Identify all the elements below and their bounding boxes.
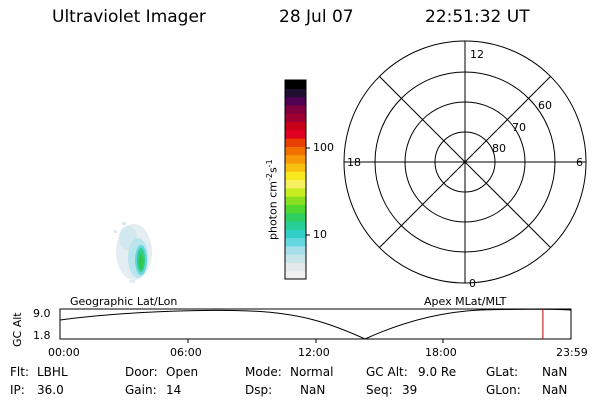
mlt-label-12: 12 — [470, 48, 484, 61]
lat-circle-50 — [343, 40, 587, 284]
door-label: Door: — [125, 365, 158, 379]
seq-value: 39 — [402, 383, 418, 397]
colorbar-cell — [285, 196, 306, 205]
mlt-label-18: 18 — [347, 156, 361, 169]
colorbar-cell — [285, 154, 306, 164]
colorbar-unit-label: photon cm-2s-1 — [265, 159, 280, 240]
colorbar-cell — [285, 171, 306, 181]
colorbar-cell — [285, 80, 306, 89]
colorbar-tick-label-10: 10 — [313, 228, 327, 241]
timeline-ytick-bottom: 1.8 — [33, 329, 51, 342]
gain-value: 14 — [166, 383, 182, 397]
colorbar-frame — [284, 79, 307, 280]
colorbar-cell — [285, 129, 306, 139]
timeline-frame — [59, 308, 572, 340]
mode-label: Mode: — [245, 365, 282, 379]
mlt-line-diag-1 — [379, 76, 551, 248]
colorbar-cell — [285, 245, 306, 255]
colorbar-cell — [285, 220, 306, 230]
glat-label: GLat: — [486, 365, 519, 379]
altitude-curve — [59, 308, 572, 340]
seq-label: Seq: — [366, 383, 393, 397]
gain-label: Gain: — [125, 383, 157, 397]
door-value: Open — [166, 365, 199, 379]
timeline-xtick-label-1800: 18:00 — [425, 346, 457, 359]
colorbar-cell — [285, 162, 306, 172]
colorbar-cell — [285, 254, 306, 264]
colorbar-cell — [285, 187, 306, 197]
glon-value: NaN — [542, 383, 568, 397]
gc-alt-value: 9.0 Re — [418, 365, 457, 379]
timeline-xtick-label-2359: 23:59 — [556, 346, 588, 359]
colorbar-cell — [285, 212, 306, 222]
colorbar-cell — [285, 146, 306, 156]
lat-circle-80 — [434, 131, 496, 193]
timeline-ylabel: GC Alt — [11, 312, 24, 347]
observation-date: 28 Jul 07 — [279, 7, 354, 27]
colorbar-cell — [285, 270, 306, 280]
colorbar-cell — [285, 121, 306, 131]
filter-value: LBHL — [37, 365, 68, 379]
mlt-label-0: 0 — [469, 277, 476, 290]
lat-circle-60 — [374, 71, 556, 253]
colorbar-cell — [285, 88, 306, 98]
lat-label-80: 80 — [492, 142, 506, 155]
colorbar-cell — [285, 237, 306, 247]
observation-time: 22:51:32 UT — [425, 7, 530, 27]
colorbar-cell — [285, 113, 306, 123]
timeline-xtick-label-0600: 06:00 — [170, 346, 202, 359]
timeline-ytick-top: 9.0 — [33, 307, 51, 320]
colorbar-cell — [285, 104, 306, 114]
lat-label-60: 60 — [538, 99, 552, 112]
apex-panel-label: Apex MLat/MLT — [424, 295, 507, 308]
colorbar-cell — [285, 179, 306, 189]
lat-label-70: 70 — [512, 121, 526, 134]
glat-value: NaN — [542, 365, 568, 379]
geographic-panel-label: Geographic Lat/Lon — [70, 295, 178, 308]
dsp-label: Dsp: — [245, 383, 273, 397]
aurora-emission — [114, 222, 152, 283]
colorbar-cell — [285, 138, 306, 147]
colorbar-cell — [285, 96, 306, 106]
mlt-label-6: 6 — [576, 156, 583, 169]
ip-label: IP: — [10, 383, 25, 397]
colorbar-cell — [285, 262, 306, 272]
colorbar-cell — [285, 204, 306, 214]
timeline-xtick-label-1200: 12:00 — [298, 346, 330, 359]
filter-label: Flt: — [10, 365, 29, 379]
instrument-title: Ultraviolet Imager — [52, 7, 206, 27]
colorbar-cell — [285, 229, 306, 239]
glon-label: GLon: — [486, 383, 521, 397]
timeline-xtick-label-0000: 00:00 — [48, 346, 80, 359]
ip-value: 36.0 — [37, 383, 64, 397]
dsp-value: NaN — [300, 383, 326, 397]
mlt-line-diag-2 — [379, 76, 551, 248]
colorbar-tick-label-100: 100 — [313, 141, 334, 154]
mode-value: Normal — [290, 365, 334, 379]
gc-alt-label: GC Alt: — [366, 365, 408, 379]
lat-circle-70 — [404, 101, 526, 223]
